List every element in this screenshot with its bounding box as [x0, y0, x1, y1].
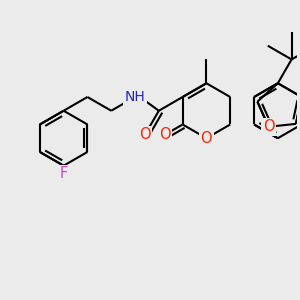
Text: O: O [159, 127, 171, 142]
Text: NH: NH [125, 90, 146, 104]
Text: O: O [139, 127, 151, 142]
Text: O: O [201, 131, 212, 146]
Text: O: O [263, 119, 274, 134]
Text: F: F [59, 166, 68, 181]
